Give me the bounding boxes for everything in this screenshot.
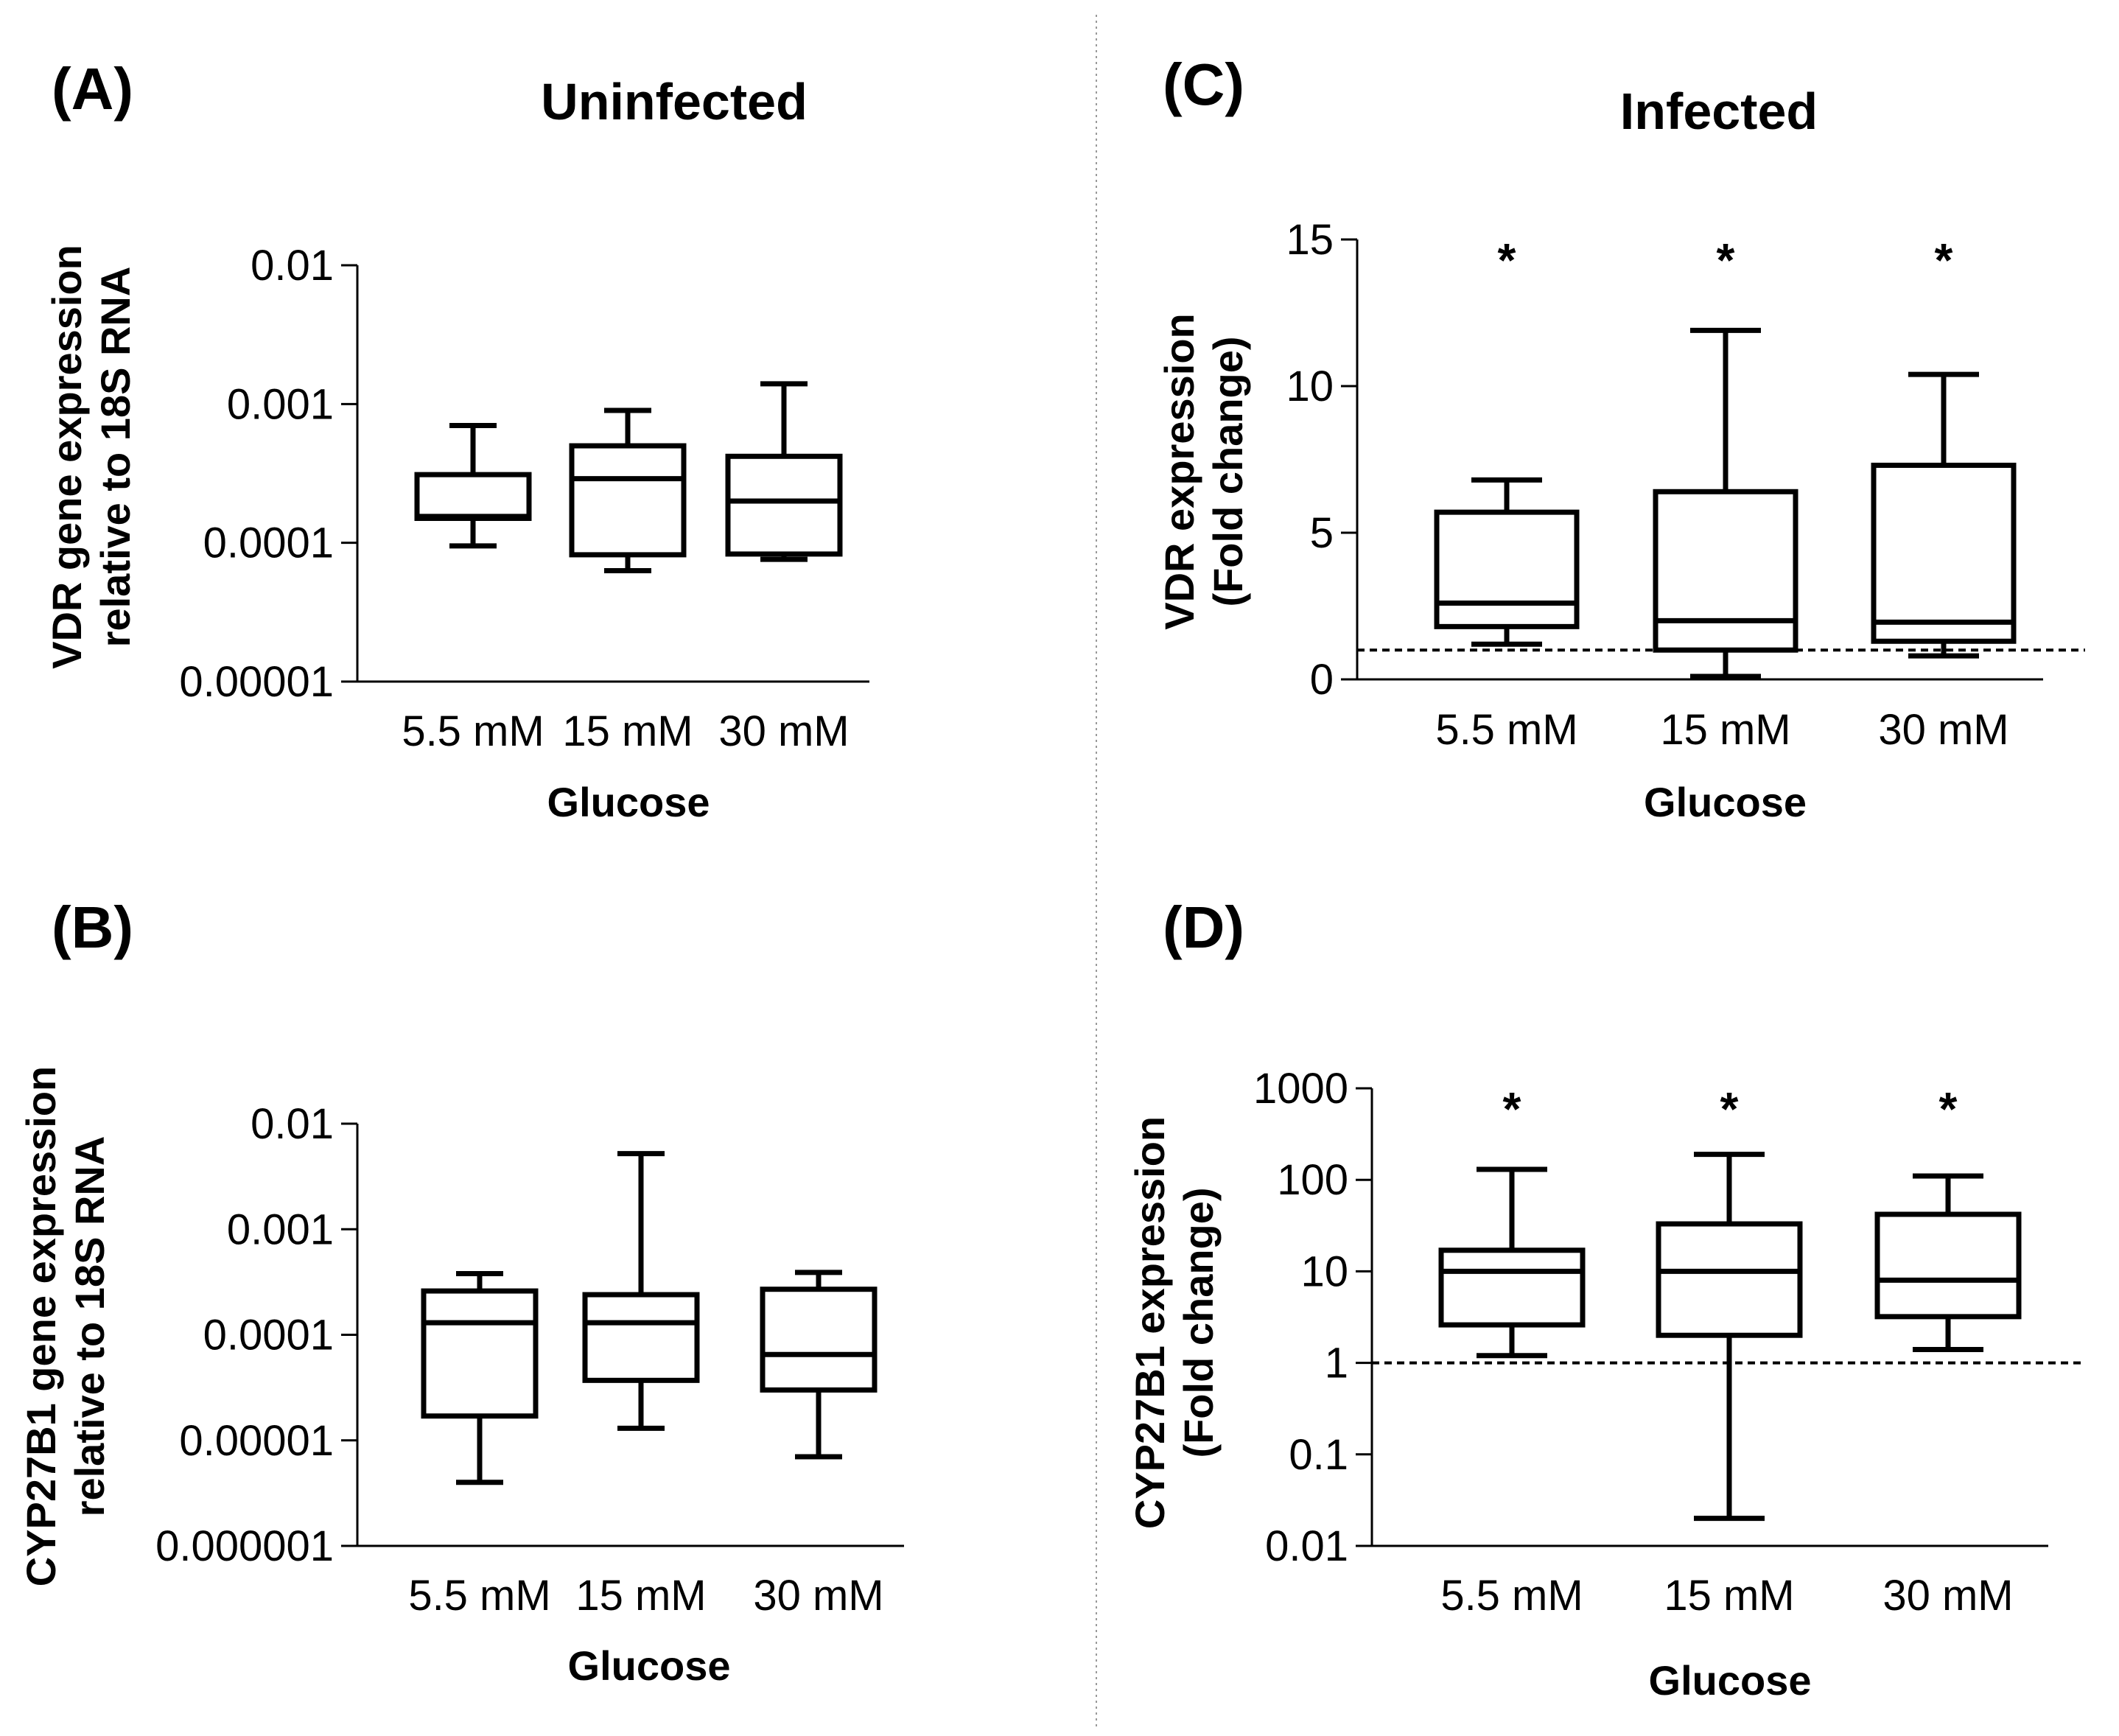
box-iqr-b-0 [421, 1288, 539, 1419]
y-tick-label-d-3: 10 [1300, 1247, 1348, 1295]
panel-label-c: (C) [1163, 52, 1244, 117]
box-plot-b-2 [760, 1270, 878, 1460]
box-iqr-c-1 [1653, 489, 1798, 653]
x-tick-label-a-0: 5.5 mM [402, 707, 544, 755]
chart-panel-b: (B) CYP27B1 gene expressionrelative to 18… [18, 895, 904, 1689]
x-tick-label-b-1: 15 mM [575, 1572, 706, 1620]
box-plot-d-0 [1438, 1166, 1586, 1359]
box-iqr-a-2 [725, 453, 843, 557]
x-tick-label-b-0: 5.5 mM [408, 1572, 550, 1620]
y-tick-label-a-2: 0.001 [227, 380, 334, 428]
box-iqr-d-0 [1438, 1247, 1586, 1328]
box-plot-b-1 [582, 1151, 700, 1431]
x-axis-title-d: Glucose [1649, 1657, 1812, 1704]
y-tick-label-d-1: 0.1 [1289, 1431, 1348, 1479]
y-tick-label-c-2: 10 [1286, 363, 1334, 410]
box-iqr-c-2 [1871, 462, 2017, 644]
y-axis-title-line-b-1: CYP27B1 gene expression [18, 1066, 64, 1587]
y-tick-label-b-1: 0.00001 [179, 1417, 334, 1465]
y-axis-title-d: CYP27B1 expression(Fold change) [1127, 1116, 1222, 1529]
significance-mark-c-1: * [1717, 234, 1735, 287]
x-tick-label-c-2: 30 mM [1878, 706, 2008, 754]
group-title-uninfected: Uninfected [541, 73, 808, 130]
x-tick-label-d-0: 5.5 mM [1440, 1572, 1583, 1620]
y-axis-title-line-c-2: (Fold change) [1205, 336, 1251, 606]
x-tick-label-d-1: 15 mM [1664, 1572, 1794, 1620]
x-axis-title-c: Glucose [1644, 779, 1807, 825]
y-tick-label-b-3: 0.001 [227, 1205, 334, 1253]
y-axis-title-line-d-2: (Fold change) [1175, 1187, 1222, 1457]
box-iqr-a-0 [414, 472, 532, 522]
y-axis-title-c: VDR expression(Fold change) [1156, 313, 1251, 630]
y-axis-title-a: VDR gene expressionrelative to 18S RNA [43, 245, 139, 669]
x-tick-label-c-1: 15 mM [1660, 706, 1790, 754]
y-axis-title-line-c-1: VDR expression [1156, 313, 1202, 630]
box-plot-c-1 [1653, 327, 1798, 679]
y-tick-label-c-1: 5 [1310, 509, 1334, 557]
y-axis-title-line-d-1: CYP27B1 expression [1127, 1116, 1173, 1529]
y-tick-label-d-0: 0.01 [1265, 1522, 1348, 1570]
x-tick-label-c-0: 5.5 mM [1435, 706, 1577, 754]
box-plot-d-2 [1874, 1173, 2022, 1352]
y-tick-label-b-2: 0.0001 [203, 1312, 334, 1359]
box-plot-c-0 [1434, 477, 1580, 647]
significance-mark-d-2: * [1939, 1082, 1958, 1135]
x-tick-label-a-1: 15 mM [562, 707, 693, 755]
y-tick-label-b-0: 0.000001 [155, 1522, 334, 1570]
y-tick-label-c-3: 15 [1286, 216, 1334, 264]
box-plot-b-0 [421, 1270, 539, 1485]
x-tick-label-b-2: 30 mM [753, 1572, 883, 1620]
box-iqr-a-1 [569, 443, 687, 558]
y-axis-title-line-a-2: relative to 18S RNA [92, 267, 139, 648]
box-plot-d-1 [1656, 1152, 1803, 1522]
x-tick-label-a-2: 30 mM [718, 707, 849, 755]
panel-label-d: (D) [1163, 895, 1244, 960]
significance-mark-c-0: * [1498, 234, 1516, 287]
y-tick-label-d-5: 1000 [1253, 1065, 1348, 1113]
y-tick-label-b-4: 0.01 [251, 1100, 334, 1148]
y-tick-label-a-1: 0.0001 [203, 519, 334, 567]
y-axis-title-line-a-1: VDR gene expression [43, 245, 90, 669]
box-iqr-d-2 [1874, 1211, 2022, 1320]
y-tick-label-a-0: 0.00001 [179, 658, 334, 706]
significance-mark-d-0: * [1503, 1082, 1521, 1135]
x-tick-label-d-2: 30 mM [1882, 1572, 2013, 1620]
chart-panel-a: (A) VDR gene expressionrelative to 18S RN… [43, 56, 869, 825]
y-tick-label-c-0: 0 [1310, 656, 1334, 704]
significance-mark-d-1: * [1720, 1082, 1739, 1135]
box-plot-a-2 [725, 381, 843, 562]
chart-panel-d: (D) CYP27B1 expression(Fold change) 0.01 0.… [1127, 895, 2085, 1704]
box-iqr-b-1 [582, 1292, 700, 1383]
box-iqr-d-1 [1656, 1221, 1803, 1338]
chart-panel-c: (C) VDR expression(Fold change) 0 5 10 15 * 5.5… [1156, 52, 2085, 825]
group-title-infected: Infected [1620, 83, 1818, 140]
panel-label-a: (A) [52, 56, 133, 122]
box-plot-a-1 [569, 407, 687, 573]
y-tick-label-a-3: 0.01 [251, 242, 334, 290]
panel-label-b: (B) [52, 895, 133, 960]
x-axis-title-a: Glucose [547, 779, 710, 825]
box-iqr-c-0 [1434, 509, 1580, 629]
y-tick-label-d-2: 1 [1325, 1340, 1348, 1387]
x-axis-title-b: Glucose [568, 1642, 731, 1689]
y-tick-label-d-4: 100 [1277, 1156, 1348, 1204]
y-axis-title-b: CYP27B1 gene expressionrelative to 18S R… [18, 1066, 113, 1587]
box-iqr-b-2 [760, 1287, 878, 1393]
box-plot-c-2 [1871, 371, 2017, 659]
significance-mark-c-2: * [1935, 234, 1953, 287]
y-axis-title-line-b-2: relative to 18S RNA [66, 1136, 113, 1517]
box-plot-a-0 [414, 423, 532, 549]
